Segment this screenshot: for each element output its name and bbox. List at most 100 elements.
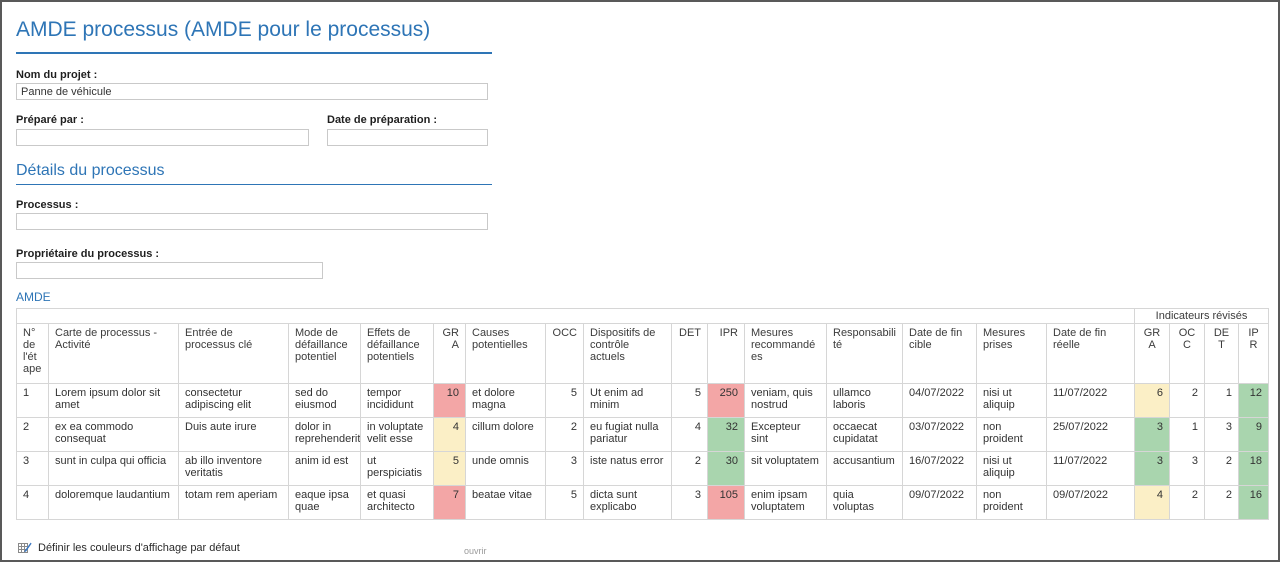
open-link[interactable]: ouvrir bbox=[464, 546, 487, 556]
column-header: OCC bbox=[545, 323, 584, 384]
table-cell[interactable]: in voluptate velit esse bbox=[360, 417, 434, 452]
table-cell[interactable]: non proident bbox=[976, 417, 1047, 452]
table-row: 1 Lorem ipsum dolor sit amet consectetur a… bbox=[16, 383, 1270, 418]
table-cell[interactable]: 3 bbox=[16, 451, 49, 486]
table-cell[interactable]: sit voluptatem bbox=[744, 451, 827, 486]
table-cell[interactable]: cillum dolore bbox=[465, 417, 546, 452]
table-cell[interactable]: 250 bbox=[707, 383, 745, 418]
table-cell[interactable]: dicta sunt explicabo bbox=[583, 485, 672, 520]
table-cell[interactable]: 16/07/2022 bbox=[902, 451, 977, 486]
table-cell[interactable]: 2 bbox=[16, 417, 49, 452]
process-label: Processus : bbox=[16, 199, 79, 211]
table-cell[interactable]: Excepteur sint bbox=[744, 417, 827, 452]
table-cell[interactable]: 30 bbox=[707, 451, 745, 486]
table-cell[interactable]: 2 bbox=[671, 451, 708, 486]
table-cell[interactable]: 10 bbox=[433, 383, 466, 418]
table-cell[interactable]: 1 bbox=[16, 383, 49, 418]
table-cell[interactable]: 6 bbox=[1134, 383, 1170, 418]
project-name-label: Nom du projet : bbox=[16, 69, 98, 81]
table-cell[interactable]: 18 bbox=[1237, 451, 1270, 486]
table-cell[interactable]: 5 bbox=[433, 451, 466, 486]
table-cell[interactable]: 16 bbox=[1237, 485, 1270, 520]
column-header: Entrée de processus clé bbox=[178, 323, 289, 384]
table-cell[interactable]: 3 bbox=[671, 485, 708, 520]
table-cell[interactable]: 4 bbox=[16, 485, 49, 520]
table-cell[interactable]: 9 bbox=[1237, 417, 1270, 452]
table-cell[interactable]: unde omnis bbox=[465, 451, 546, 486]
column-header: Mode de défaillance potentiel bbox=[288, 323, 361, 384]
column-header: IPR bbox=[707, 323, 745, 384]
table-cell[interactable]: Lorem ipsum dolor sit amet bbox=[48, 383, 179, 418]
process-owner-input[interactable] bbox=[16, 262, 323, 279]
table-cell[interactable]: doloremque laudantium bbox=[48, 485, 179, 520]
table-cell[interactable]: 04/07/2022 bbox=[902, 383, 977, 418]
process-input[interactable] bbox=[16, 213, 488, 230]
table-cell[interactable]: 5 bbox=[545, 485, 584, 520]
table-cell[interactable]: 2 bbox=[1204, 485, 1239, 520]
table-cell[interactable]: 3 bbox=[1169, 451, 1205, 486]
table-cell[interactable]: 4 bbox=[1134, 485, 1170, 520]
table-cell[interactable]: veniam, quis nostrud bbox=[744, 383, 827, 418]
table-cell[interactable]: 32 bbox=[707, 417, 745, 452]
table-cell[interactable]: enim ipsam voluptatem bbox=[744, 485, 827, 520]
table-cell[interactable]: 1 bbox=[1204, 383, 1239, 418]
table-cell[interactable]: nisi ut aliquip bbox=[976, 451, 1047, 486]
table-cell[interactable]: nisi ut aliquip bbox=[976, 383, 1047, 418]
table-cell[interactable]: anim id est bbox=[288, 451, 361, 486]
table-cell[interactable]: quia voluptas bbox=[826, 485, 903, 520]
table-cell[interactable]: 3 bbox=[1204, 417, 1239, 452]
table-cell[interactable]: beatae vitae bbox=[465, 485, 546, 520]
table-cell[interactable]: 7 bbox=[433, 485, 466, 520]
table-cell[interactable]: 2 bbox=[1204, 451, 1239, 486]
table-cell[interactable]: 2 bbox=[1169, 383, 1205, 418]
table-cell[interactable]: tempor incididunt bbox=[360, 383, 434, 418]
table-cell[interactable]: Ut enim ad minim bbox=[583, 383, 672, 418]
table-cell[interactable]: 1 bbox=[1169, 417, 1205, 452]
table-cell[interactable]: accusantium bbox=[826, 451, 903, 486]
project-name-input[interactable] bbox=[16, 83, 488, 100]
table-cell[interactable]: 3 bbox=[545, 451, 584, 486]
table-cell[interactable]: 2 bbox=[545, 417, 584, 452]
table-cell[interactable]: 3 bbox=[1134, 451, 1170, 486]
table-cell[interactable]: dolor in reprehenderit bbox=[288, 417, 361, 452]
table-cell[interactable]: 2 bbox=[1169, 485, 1205, 520]
table-cell[interactable]: et dolore magna bbox=[465, 383, 546, 418]
table-cell[interactable]: 5 bbox=[545, 383, 584, 418]
table-cell[interactable]: 105 bbox=[707, 485, 745, 520]
table-cell[interactable]: 03/07/2022 bbox=[902, 417, 977, 452]
table-cell[interactable]: eaque ipsa quae bbox=[288, 485, 361, 520]
table-cell[interactable]: occaecat cupidatat bbox=[826, 417, 903, 452]
table-cell[interactable]: ullamco laboris bbox=[826, 383, 903, 418]
table-row: 2 ex ea commodo consequat Duis aute irure d… bbox=[16, 417, 1270, 452]
table-cell[interactable]: 3 bbox=[1134, 417, 1170, 452]
prepared-by-input[interactable] bbox=[16, 129, 309, 146]
table-cell[interactable]: 5 bbox=[671, 383, 708, 418]
table-cell[interactable]: 09/07/2022 bbox=[902, 485, 977, 520]
table-cell[interactable]: 4 bbox=[671, 417, 708, 452]
process-owner-label: Propriétaire du processus : bbox=[16, 248, 160, 260]
table-cell[interactable]: sed do eiusmod bbox=[288, 383, 361, 418]
table-cell[interactable]: ex ea commodo consequat bbox=[48, 417, 179, 452]
table-cell[interactable]: iste natus error bbox=[583, 451, 672, 486]
table-cell[interactable]: 11/07/2022 bbox=[1046, 383, 1135, 418]
table-cell[interactable]: 4 bbox=[433, 417, 466, 452]
column-header: Date de fin cible bbox=[902, 323, 977, 384]
table-cell[interactable]: sunt in culpa qui officia bbox=[48, 451, 179, 486]
prep-date-input[interactable] bbox=[327, 129, 488, 146]
table-cell[interactable]: Duis aute irure bbox=[178, 417, 289, 452]
table-cell[interactable]: 11/07/2022 bbox=[1046, 451, 1135, 486]
table-cell[interactable]: 25/07/2022 bbox=[1046, 417, 1135, 452]
table-cell[interactable]: et quasi architecto bbox=[360, 485, 434, 520]
column-header-row: N° de l'étape Carte de processus - Activi… bbox=[16, 323, 1270, 384]
table-cell[interactable]: non proident bbox=[976, 485, 1047, 520]
define-display-colors-button[interactable]: Définir les couleurs d'affichage par déf… bbox=[18, 541, 240, 555]
column-header: Mesures prises bbox=[976, 323, 1047, 384]
revised-indicators-band-label: Indicateurs révisés bbox=[1133, 308, 1270, 324]
table-cell[interactable]: ut perspiciatis bbox=[360, 451, 434, 486]
table-cell[interactable]: totam rem aperiam bbox=[178, 485, 289, 520]
table-cell[interactable]: 09/07/2022 bbox=[1046, 485, 1135, 520]
table-cell[interactable]: ab illo inventore veritatis bbox=[178, 451, 289, 486]
table-cell[interactable]: eu fugiat nulla pariatur bbox=[583, 417, 672, 452]
table-cell[interactable]: consectetur adipiscing elit bbox=[178, 383, 289, 418]
table-cell[interactable]: 12 bbox=[1237, 383, 1270, 418]
